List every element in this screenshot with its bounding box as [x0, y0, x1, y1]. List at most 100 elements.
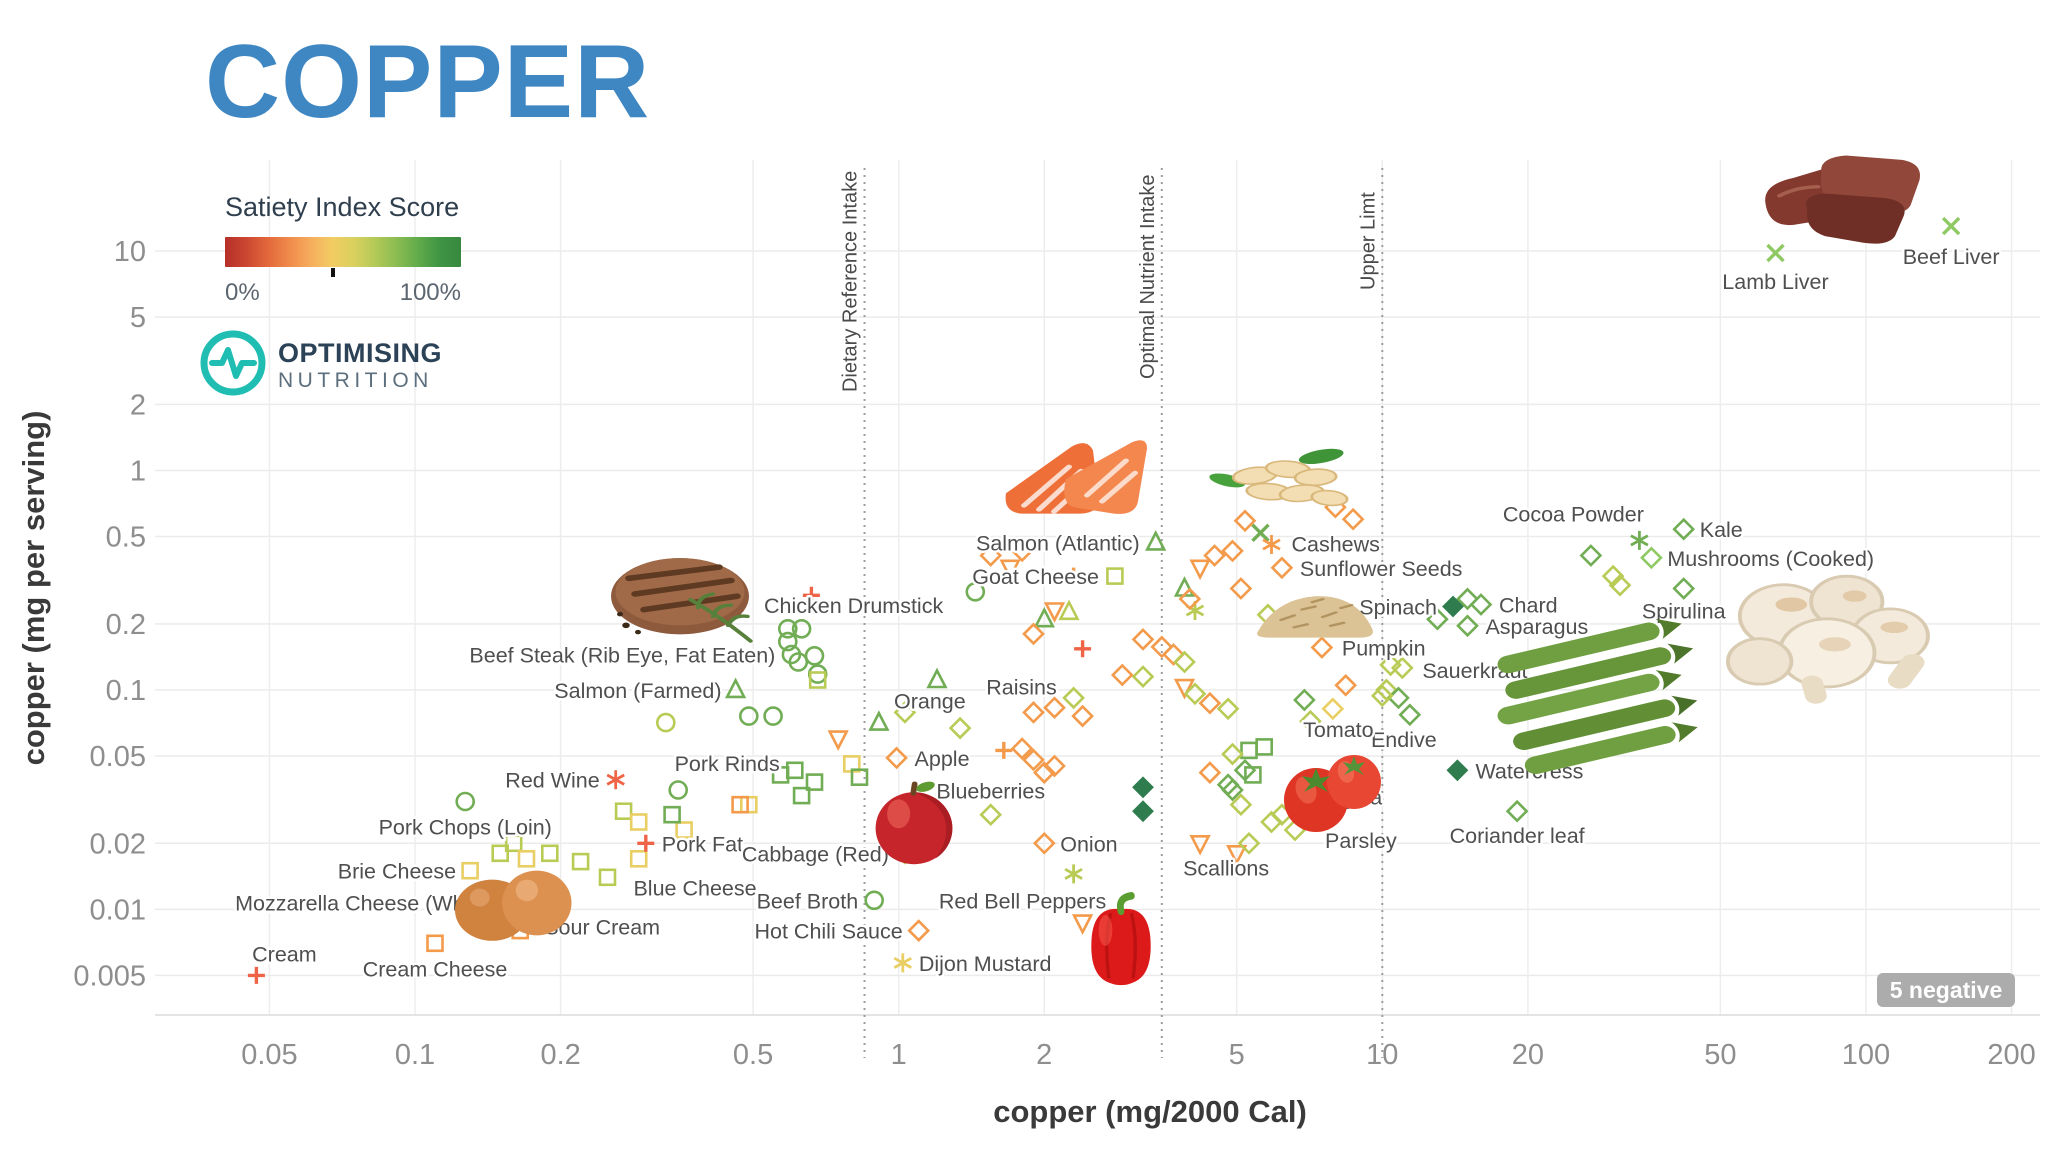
data-point	[675, 821, 693, 839]
data-point	[907, 919, 931, 942]
marker-square	[461, 861, 479, 880]
y-tick-label: 0.1	[106, 675, 146, 707]
data-point	[614, 802, 633, 821]
point-label: Raisins	[986, 675, 1057, 699]
data-point	[965, 581, 986, 602]
marker-diamond	[1469, 593, 1493, 616]
marker-diamond	[1233, 509, 1257, 533]
data-point	[995, 741, 1013, 759]
y-tick-label: 0.005	[73, 960, 146, 992]
marker-diamond	[907, 919, 931, 942]
data-point	[517, 849, 536, 868]
data-point	[629, 849, 648, 868]
data-point	[827, 730, 849, 751]
data-point	[1178, 587, 1202, 611]
marker-square	[629, 849, 648, 868]
marker-diamond	[1390, 656, 1414, 680]
marker-diamond	[1043, 754, 1066, 778]
marker-triangle-up	[868, 710, 890, 731]
marker-diamond	[979, 803, 1003, 827]
data-point	[1221, 778, 1244, 802]
marker-circle	[455, 791, 476, 812]
data-point	[1022, 622, 1045, 646]
point-label: Spirulina	[1642, 599, 1726, 623]
data-point	[1505, 799, 1529, 823]
marker-circle	[864, 890, 885, 911]
negative-count-badge: 5 negative	[1877, 973, 2015, 1007]
grilled-steak-photo	[611, 558, 753, 643]
data-point	[1062, 686, 1085, 710]
legend-gradient-bar	[225, 237, 461, 277]
marker-diamond	[1334, 673, 1358, 697]
marker-circle	[791, 618, 812, 639]
marker-x	[1251, 523, 1270, 543]
marker-circle	[668, 780, 689, 800]
marker-diamond	[1293, 688, 1316, 712]
marker-diamond	[1233, 758, 1257, 782]
data-point	[1226, 844, 1248, 866]
marker-triangle-up	[1145, 530, 1167, 551]
data-point	[1131, 628, 1155, 651]
data-point	[1131, 665, 1155, 688]
point-label: Asparagus	[1485, 615, 1588, 639]
data-point	[792, 786, 811, 805]
data-point	[1145, 530, 1167, 551]
data-point	[948, 716, 972, 740]
marker-diamond	[1270, 556, 1294, 580]
marker-diamond	[893, 701, 917, 724]
data-point	[1672, 517, 1696, 541]
point-label: Apple	[915, 747, 970, 771]
marker-square	[540, 844, 559, 863]
data-point	[668, 780, 689, 800]
data-point	[1043, 602, 1066, 623]
logo-wordmark: OPTIMISING NUTRITION	[278, 338, 442, 392]
marker-diamond	[1010, 539, 1034, 563]
data-point	[606, 770, 625, 790]
data-point	[1010, 737, 1034, 760]
marker-diamond	[1237, 831, 1261, 855]
data-point	[655, 712, 676, 733]
page-title: COPPER	[205, 24, 651, 140]
satiety-legend: Satiety Index Score 0% 100%	[225, 192, 461, 307]
x-tick-label: 5	[1229, 1039, 1245, 1071]
marker-diamond	[1110, 663, 1134, 687]
data-point	[1941, 216, 1961, 236]
marker-diamond	[1608, 573, 1632, 597]
marker-diamond	[1310, 636, 1334, 659]
data-point	[763, 706, 783, 726]
marker-plus	[995, 741, 1013, 759]
marker-diamond	[1022, 622, 1045, 646]
marker-diamond	[1071, 704, 1094, 728]
data-point	[1334, 673, 1358, 697]
point-label: Blueberries	[936, 780, 1045, 804]
point-label: Beef Broth	[757, 889, 859, 913]
marker-diamond	[948, 716, 972, 740]
marker-square	[805, 773, 824, 791]
point-label: Pumpkin	[1342, 637, 1426, 661]
marker-diamond	[1379, 653, 1402, 677]
data-point	[1132, 800, 1154, 823]
beef-liver-photo	[1765, 155, 1920, 244]
data-point	[1033, 606, 1055, 628]
marker-diamond	[1387, 686, 1410, 710]
data-point	[1601, 564, 1625, 588]
x-tick-label: 10	[1366, 1039, 1398, 1071]
data-point	[781, 644, 802, 665]
data-point	[1216, 697, 1240, 721]
marker-diamond-filled	[1442, 595, 1464, 618]
data-point	[1233, 509, 1257, 533]
point-label: Endive	[1371, 728, 1437, 752]
marker-asterisk	[1262, 535, 1281, 554]
data-point	[1310, 636, 1334, 659]
data-point	[461, 861, 479, 880]
data-point	[1398, 703, 1422, 727]
marker-triangle-up	[724, 677, 747, 699]
x-tick-label: 2	[1036, 1039, 1052, 1071]
marker-plus	[802, 586, 820, 604]
marker-square	[675, 821, 693, 839]
marker-circle	[777, 631, 798, 652]
reference-line-label: Upper Limt	[1357, 192, 1379, 290]
data-point	[1071, 914, 1094, 935]
point-label: Onion	[1060, 832, 1117, 856]
